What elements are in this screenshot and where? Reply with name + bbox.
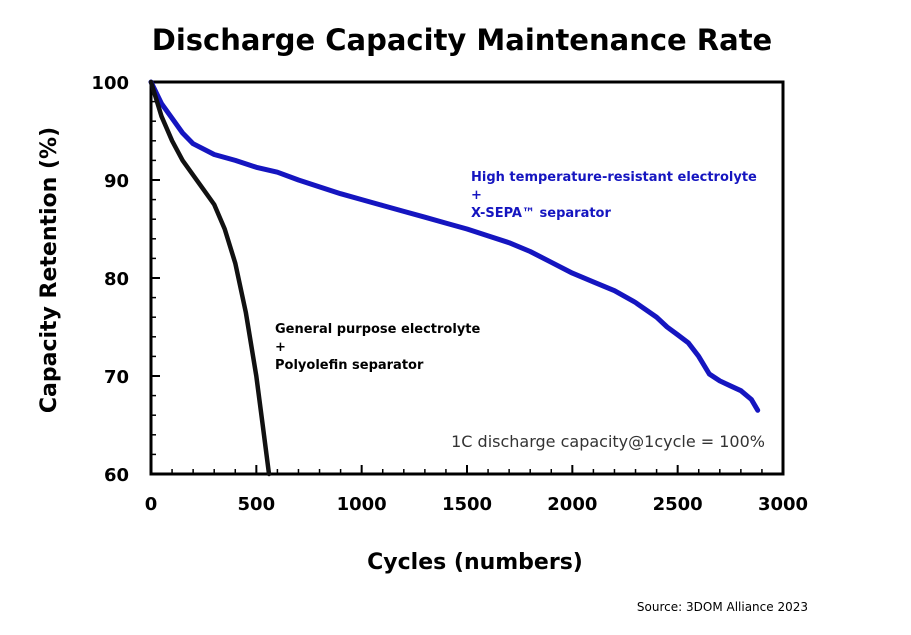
series-line-polyolefin	[148, 79, 272, 477]
y-tick-label: 90	[104, 171, 129, 192]
series-line-x-sepa	[148, 79, 761, 413]
annotation-black-line1: General purpose electrolyte	[275, 322, 481, 337]
chart-note: 1C discharge capacity@1cycle = 100%	[451, 432, 765, 451]
annotation-blue-line2: X-SEPA™ separator	[471, 206, 611, 221]
x-tick-label: 1500	[442, 494, 492, 515]
x-tick-label: 3000	[758, 494, 808, 515]
annotation-black-line2: Polyolefin separator	[275, 358, 424, 373]
y-axis-title: Capacity Retention (%)	[37, 127, 62, 413]
plot-area-frame	[149, 80, 785, 476]
x-tick-label: 500	[238, 494, 276, 515]
y-tick-label: 60	[104, 465, 129, 486]
x-axis-title: Cycles (numbers)	[367, 550, 583, 575]
x-tick-label: 2500	[653, 494, 703, 515]
x-tick-label: 0	[145, 494, 158, 515]
axis-ticks: 0 500 1000 1500 2000 2500 3000 60 70 80 90 100	[91, 73, 808, 515]
chart-title: Discharge Capacity Maintenance Rate	[152, 23, 772, 57]
annotation-blue-plus: +	[471, 188, 482, 203]
source-label: Source: 3DOM Alliance 2023	[637, 600, 808, 614]
x-tick-label: 2000	[547, 494, 597, 515]
series-group	[148, 79, 761, 477]
y-tick-label: 80	[104, 269, 129, 290]
y-tick-label: 100	[91, 73, 129, 94]
x-tick-label: 1000	[337, 494, 387, 515]
y-tick-label: 70	[104, 367, 129, 388]
annotation-blue-line1: High temperature-resistant electrolyte	[471, 170, 757, 185]
annotation-black-plus: +	[275, 340, 286, 355]
